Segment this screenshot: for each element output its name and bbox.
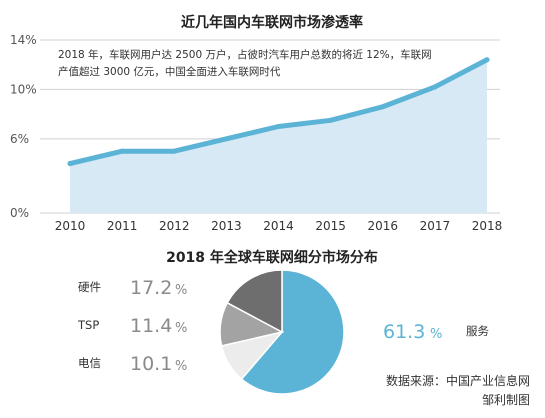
area-chart-title: 近几年国内车联网市场渗透率 xyxy=(181,14,363,31)
y-tick-label: 6% xyxy=(10,132,29,146)
pie-value-unit: % xyxy=(430,327,442,342)
pie-value-label: 11.4 xyxy=(130,315,172,337)
pie-slice xyxy=(226,269,283,334)
pie-value-label: 17.2 xyxy=(130,277,172,299)
data-point xyxy=(484,57,490,63)
pie-category-label: 电信 xyxy=(78,356,101,370)
x-tick-label: 2017 xyxy=(420,219,451,233)
pie-value-label: 10.1 xyxy=(130,353,172,375)
x-tick-label: 2012 xyxy=(159,219,190,233)
x-tick-label: 2013 xyxy=(211,219,242,233)
x-tick-label: 2014 xyxy=(263,219,294,233)
x-tick-label: 2016 xyxy=(367,219,398,233)
pie-category-label: TSP xyxy=(77,318,99,332)
data-point xyxy=(67,161,73,167)
pie-value-unit: % xyxy=(175,359,187,374)
x-tick-label: 2018 xyxy=(472,219,503,233)
chart-annotation-line-2: 产值超过 3000 亿元，中国全面进入车联网时代 xyxy=(58,65,281,78)
pie-chart-title: 2018 年全球车联网细分市场分布 xyxy=(166,249,378,266)
x-tick-label: 2010 xyxy=(55,219,86,233)
data-point xyxy=(119,148,125,154)
pie-category-label: 服务 xyxy=(466,324,489,338)
data-point xyxy=(276,124,281,129)
author-credit: 邹利制图 xyxy=(482,393,530,407)
area-fill xyxy=(70,59,487,214)
data-point xyxy=(432,84,438,90)
data-point xyxy=(380,104,386,110)
x-tick-label: 2011 xyxy=(107,219,138,233)
pie-chart: 硬件 17.2 % TSP 11.4 % 电信 10.1 % 61.3% 服务 xyxy=(77,269,489,395)
data-point xyxy=(223,136,229,142)
source-credit: 数据来源：中国产业信息网 xyxy=(386,373,530,388)
data-point xyxy=(328,117,334,123)
pie-category-label: 硬件 xyxy=(78,280,101,294)
y-tick-label: 10% xyxy=(10,82,37,96)
pie-value-unit: % xyxy=(175,283,187,298)
data-point xyxy=(171,148,177,154)
x-tick-label: 2015 xyxy=(315,219,346,233)
pie-value-unit: % xyxy=(175,321,187,336)
pie-slice xyxy=(240,269,345,395)
y-tick-label: 14% xyxy=(10,33,37,47)
pie-value-label: 61.3 xyxy=(383,321,425,343)
area-chart: 0% 6% 10% 14% 2010 2011 2012 2013 2014 2015 2016 20… xyxy=(10,33,502,233)
y-tick-label: 0% xyxy=(10,206,29,220)
chart-annotation-line-1: 2018 年，车联网用户达 2500 万户，占彼时汽车用户总数的将近 12%，车… xyxy=(58,48,432,61)
